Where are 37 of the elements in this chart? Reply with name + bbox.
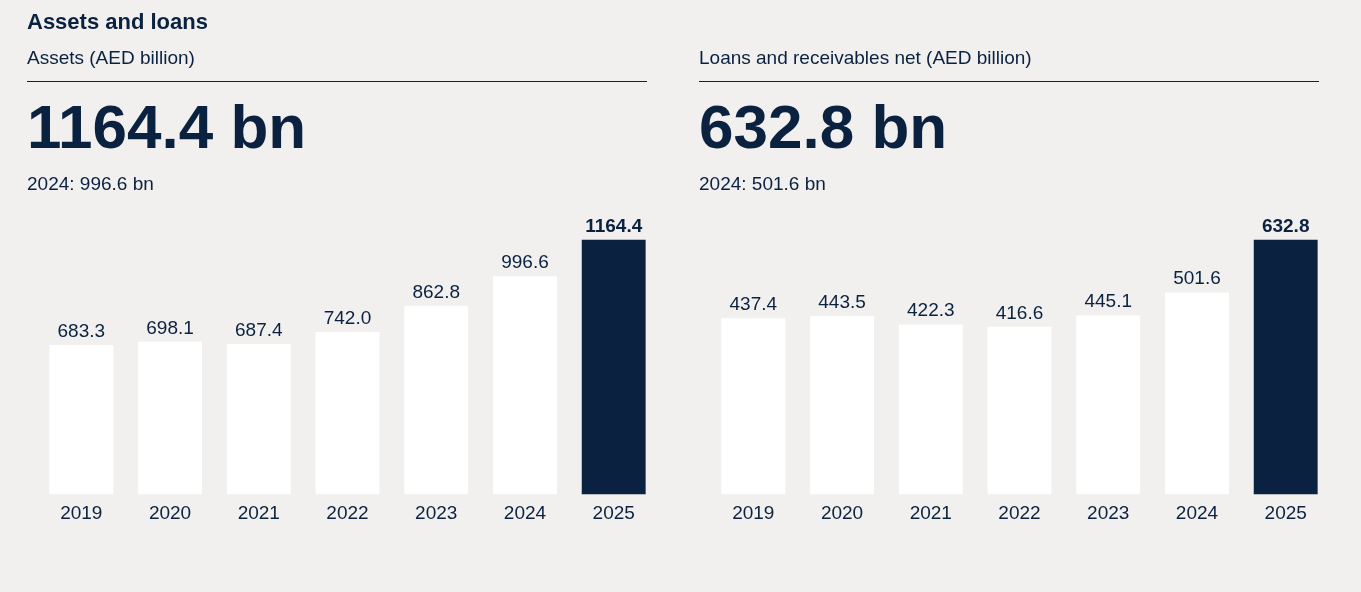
data-label: 742.0 (323, 307, 372, 329)
data-label: 632.8 (1261, 214, 1310, 236)
chart-subtitle: Assets (AED billion) (27, 46, 195, 70)
x-tick-label: 2019 (732, 501, 775, 523)
data-label: 698.1 (146, 316, 194, 338)
data-label: 445.1 (1084, 290, 1133, 312)
data-label: 996.6 (501, 251, 549, 273)
x-tick-label: 2024 (503, 501, 547, 523)
data-label: 683.3 (57, 319, 106, 341)
data-label: 443.5 (818, 290, 866, 312)
x-tick-label: 2023 (415, 501, 458, 523)
chart-title: Assets and loans (27, 9, 208, 35)
x-tick-label: 2023 (1087, 501, 1130, 523)
bar (1253, 239, 1318, 495)
chart-subtitle: Loans and receivables net (AED billion) (699, 46, 1032, 70)
data-label: 416.6 (995, 301, 1044, 323)
x-tick-label: 2020 (148, 501, 192, 523)
x-tick-label: 2021 (237, 501, 280, 523)
x-tick-label: 2020 (820, 501, 864, 523)
text: 2024: 996.6 bn (27, 172, 154, 196)
data-label: 862.8 (412, 280, 461, 302)
data-label: 501.6 (1173, 267, 1221, 289)
bar (581, 239, 646, 495)
data-label: 1164.4 (585, 214, 643, 236)
x-tick-label: 2025 (1264, 501, 1307, 523)
x-tick-label: 2022 (326, 501, 369, 523)
x-tick-label: 2025 (592, 501, 635, 523)
data-label: 687.4 (234, 319, 283, 341)
text: 2024: 501.6 bn (699, 172, 826, 196)
x-tick-label: 2019 (60, 501, 103, 523)
text: 1164.4 bn (27, 92, 307, 162)
x-tick-label: 2022 (998, 501, 1041, 523)
text: 632.8 bn (699, 92, 948, 162)
x-tick-label: 2024 (1175, 501, 1219, 523)
data-label: 437.4 (729, 293, 778, 315)
data-label: 422.3 (906, 299, 955, 321)
x-tick-label: 2021 (909, 501, 952, 523)
